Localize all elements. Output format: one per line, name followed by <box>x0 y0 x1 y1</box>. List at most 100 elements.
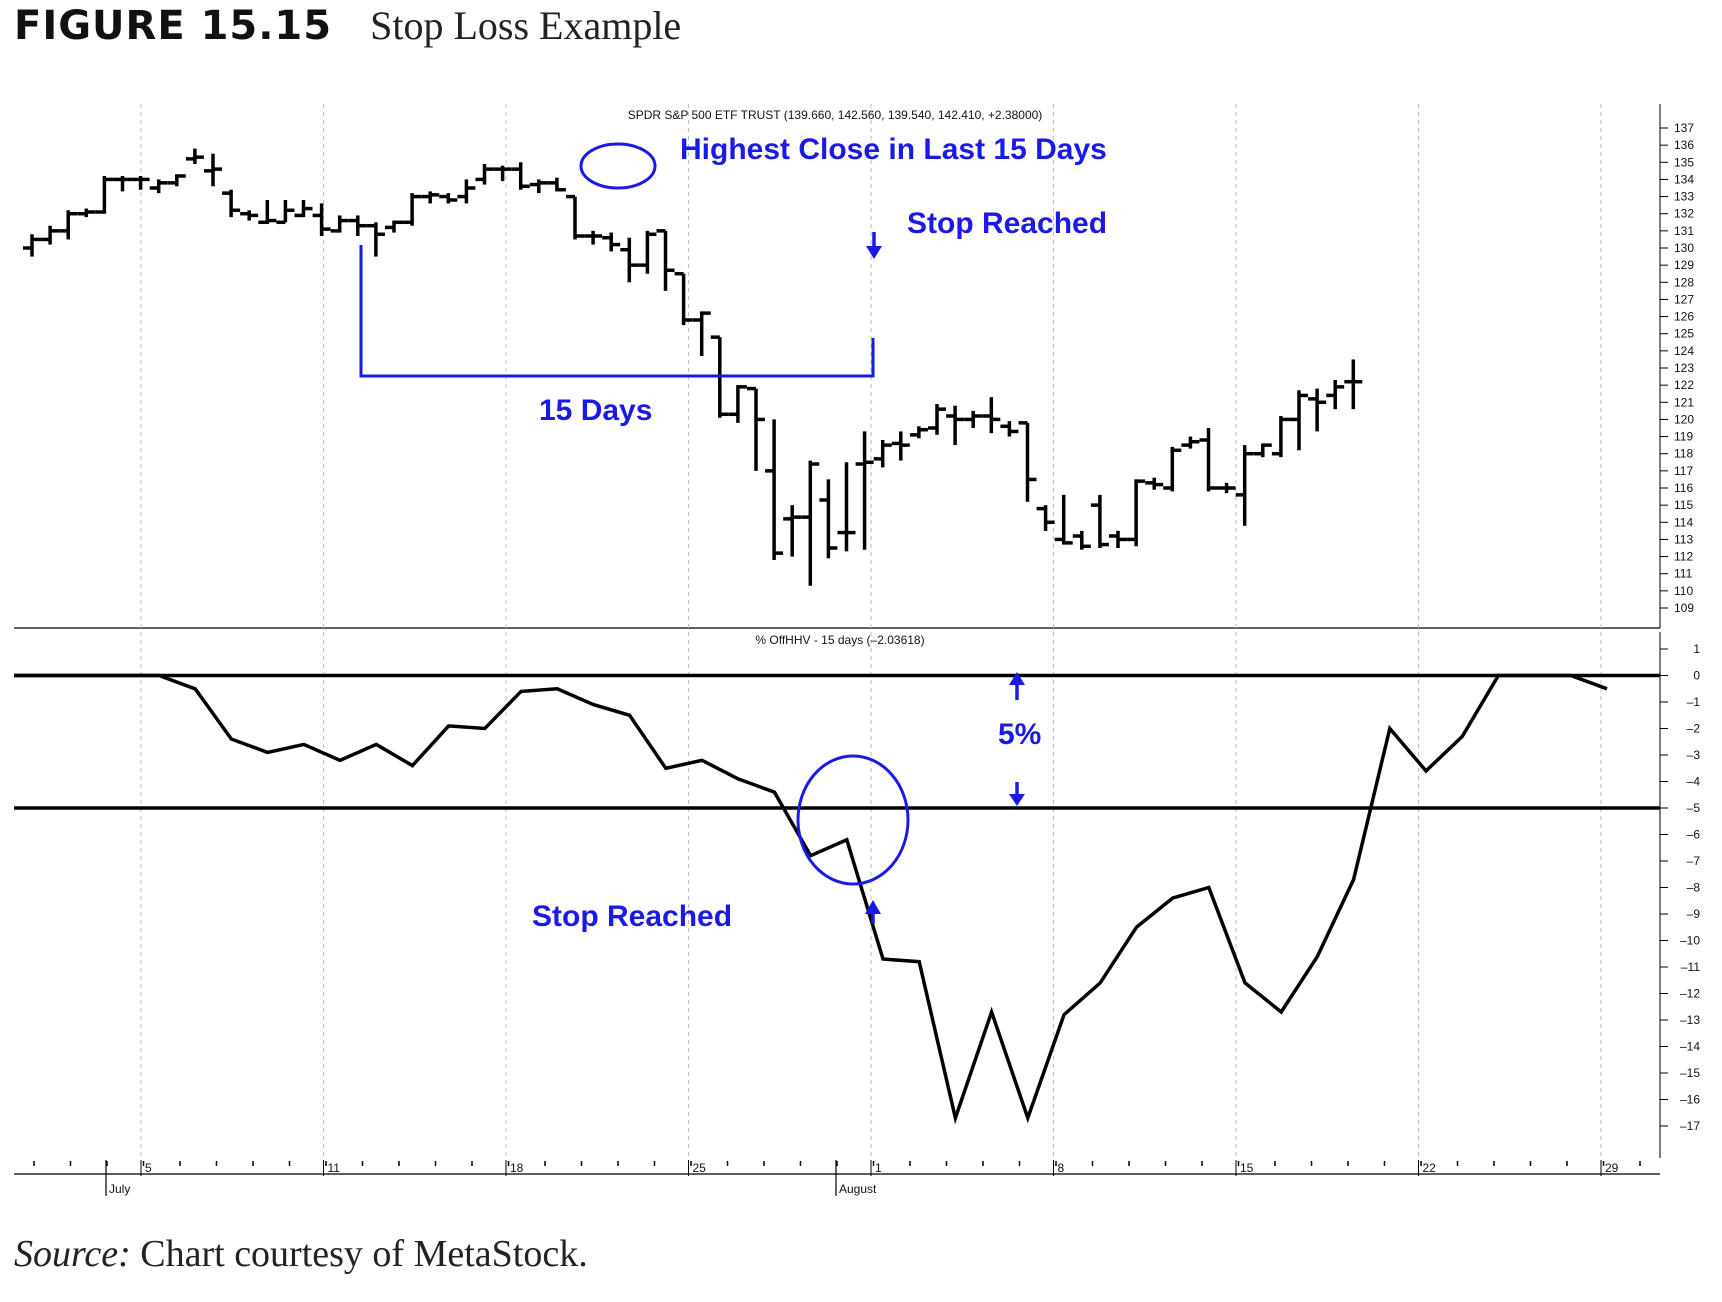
fifteen-days-label: 15 Days <box>539 394 652 427</box>
indicator-y-axis: 1 0 –1 –2 –3 –4 –5 –6 –7 –8 –9 –10 –11 –12 –13 –14 –15 –1… <box>1660 642 1700 1133</box>
y-tick-label: 135 <box>1674 155 1694 169</box>
y-tick-label: 114 <box>1674 515 1693 529</box>
ohlc-bar <box>1145 477 1164 490</box>
ohlc-bar <box>1217 482 1236 494</box>
x-tick-label: 25 <box>693 1161 707 1175</box>
y-tick-label: 110 <box>1674 584 1693 598</box>
ohlc-bar <box>1018 421 1037 502</box>
y-tick-label: 127 <box>1674 292 1694 306</box>
pct-off-hhv-line <box>14 673 1608 1125</box>
vertical-grid <box>140 104 1602 1160</box>
x-tick-label: 22 <box>1423 1161 1437 1175</box>
y-tick-label: –4 <box>1687 775 1701 789</box>
y-tick-label: –7 <box>1687 854 1701 868</box>
y-tick-label: 121 <box>1674 395 1694 409</box>
up-arrow-icon <box>1009 672 1025 700</box>
ohlc-bar <box>1163 446 1182 492</box>
y-tick-label: –5 <box>1687 801 1701 815</box>
y-tick-label: 132 <box>1674 207 1694 221</box>
ohlc-bar <box>204 153 222 187</box>
ohlc-bar <box>765 419 784 560</box>
ohlc-bar <box>113 176 132 192</box>
y-tick-label: –1 <box>1687 695 1701 709</box>
highest-close-circle <box>579 142 657 190</box>
ohlc-bar <box>439 193 458 204</box>
x-tick-label: 15 <box>1240 1161 1254 1175</box>
x-tick-label: 11 <box>328 1161 341 1175</box>
x-tick-label: 8 <box>1058 1161 1065 1175</box>
ohlc-bar <box>1235 445 1254 526</box>
y-tick-label: 130 <box>1674 241 1694 255</box>
x-tick-label: 1 <box>875 1161 882 1175</box>
ohlc-bar <box>1054 494 1073 545</box>
ohlc-bar <box>403 193 422 226</box>
ohlc-bar <box>837 462 856 552</box>
y-tick-label: 131 <box>1674 224 1694 238</box>
ohlc-bar <box>240 210 259 221</box>
ohlc-bar <box>222 189 241 218</box>
ohlc-bar <box>783 505 802 557</box>
ohlc-bar <box>366 222 385 257</box>
ohlc-bar <box>801 460 820 586</box>
ohlc-bar <box>131 176 150 190</box>
ohlc-bar <box>1090 494 1109 548</box>
y-tick-label: 125 <box>1674 327 1694 341</box>
figure-number: FIGURE 15.15 <box>14 3 333 49</box>
ohlc-bar <box>1127 479 1146 547</box>
ohlc-bar <box>547 177 566 192</box>
source-text: Chart courtesy of MetaStock. <box>130 1233 588 1275</box>
ohlc-bar <box>276 200 295 225</box>
ohlc-bar <box>493 165 512 182</box>
y-tick-label: 109 <box>1674 601 1694 615</box>
down-arrow-icon <box>1009 782 1025 806</box>
price-y-axis: 137 136 135 134 133 132 131 130 129 128 127 126 125 1… <box>1660 121 1694 615</box>
ohlc-bar <box>185 148 204 164</box>
y-tick-label: 123 <box>1674 361 1694 375</box>
y-tick-label: –10 <box>1680 934 1700 948</box>
ohlc-bar <box>529 179 548 194</box>
ohlc-bar <box>1290 390 1308 451</box>
ohlc-bar <box>457 179 476 204</box>
stop-reached-circle <box>796 754 910 886</box>
y-tick-label: 112 <box>1674 550 1693 564</box>
ohlc-bar <box>1199 428 1218 492</box>
ohlc-bar <box>819 479 838 559</box>
y-tick-label: 124 <box>1674 344 1694 358</box>
x-tick-label: 18 <box>510 1161 524 1175</box>
ohlc-bar <box>23 234 41 257</box>
ohlc-bar <box>946 405 965 446</box>
figure-source: Source: Chart courtesy of MetaStock. <box>14 1232 588 1276</box>
ohlc-bar <box>1109 530 1127 548</box>
ohlc-bar <box>1181 436 1200 449</box>
indicator-panel-header: % OffHHV - 15 days (–2.03618) <box>755 633 924 647</box>
ohlc-bar <box>982 397 1001 434</box>
y-tick-label: –12 <box>1680 987 1700 1001</box>
ohlc-bar <box>77 208 96 218</box>
ohlc-bar <box>41 225 60 245</box>
y-tick-label: 115 <box>1674 498 1693 512</box>
ohlc-bar <box>1036 505 1055 531</box>
figure-title: FIGURE 15.15 Stop Loss Example <box>14 2 681 58</box>
ohlc-bar <box>1253 443 1272 458</box>
x-tick-label: 5 <box>145 1161 152 1175</box>
y-tick-label: 126 <box>1674 310 1694 324</box>
y-tick-label: 122 <box>1674 378 1694 392</box>
ohlc-bar <box>149 179 168 194</box>
y-tick-label: 137 <box>1674 121 1694 135</box>
ohlc-bar <box>873 440 892 468</box>
y-tick-label: –14 <box>1680 1040 1700 1054</box>
y-tick-label: 128 <box>1674 275 1694 289</box>
ohlc-bar <box>330 215 349 233</box>
y-tick-label: –9 <box>1687 907 1701 921</box>
ohlc-bar <box>728 385 747 423</box>
x-tick-label: 29 <box>1605 1161 1619 1175</box>
down-arrow-icon <box>866 232 882 259</box>
ohlc-bar <box>475 164 494 185</box>
ohlc-bar <box>1326 380 1345 410</box>
source-label: Source: <box>14 1233 131 1275</box>
y-tick-label: –8 <box>1687 881 1701 895</box>
ohlc-bar <box>891 431 910 461</box>
ohlc-bar <box>584 230 603 245</box>
